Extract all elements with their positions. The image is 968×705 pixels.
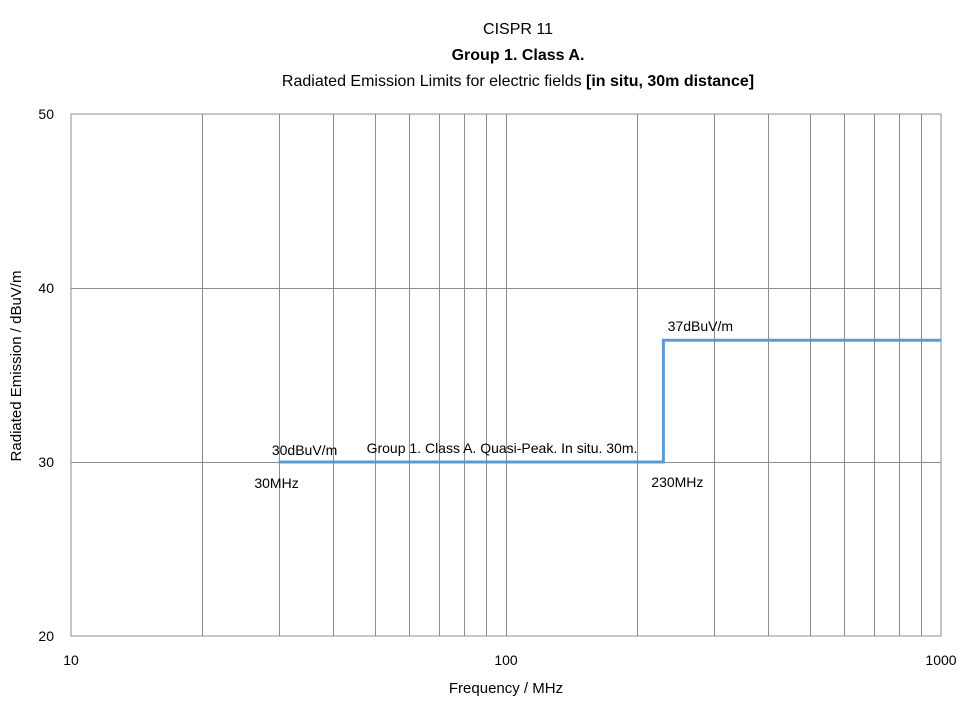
series-line bbox=[278, 338, 941, 464]
annotation-label: 230MHz bbox=[651, 474, 703, 490]
y-axis-title: Radiated Emission / dBuV/m bbox=[8, 271, 25, 462]
y-tick-label: 50 bbox=[38, 106, 54, 122]
y-tick-label: 20 bbox=[38, 628, 54, 644]
y-tick-label: 40 bbox=[38, 280, 54, 296]
chart-title-line-1: CISPR 11 bbox=[483, 21, 553, 38]
x-axis-title: Frequency / MHz bbox=[449, 680, 563, 697]
y-tick-label: 30 bbox=[38, 454, 54, 470]
chart-title-line-3: Radiated Emission Limits for electric fi… bbox=[282, 73, 754, 90]
x-tick-label: 100 bbox=[494, 652, 518, 668]
series-name-label: Group 1. Class A. Quasi-Peak. In situ. 3… bbox=[367, 440, 638, 456]
chart-title-line-3-bold: [in situ, 30m distance] bbox=[586, 73, 754, 90]
annotations: 30dBuV/m 30MHz 230MHz 37dBuV/m Group 1. Clas… bbox=[254, 318, 733, 491]
chart-title-line-2: Group 1. Class A. bbox=[452, 47, 585, 64]
chart-title-line-3-normal: Radiated Emission Limits for electric fi… bbox=[282, 73, 586, 90]
plot-area-border bbox=[70, 113, 942, 637]
annotation-label: 30MHz bbox=[254, 475, 298, 491]
tick-labels: 10 100 1000 20 30 40 50 bbox=[38, 106, 956, 668]
annotation-label: 30dBuV/m bbox=[272, 442, 337, 458]
x-tick-label: 10 bbox=[63, 652, 79, 668]
annotation-label: 37dBuV/m bbox=[668, 318, 733, 334]
grid-lines bbox=[71, 114, 941, 636]
x-tick-label: 1000 bbox=[925, 652, 956, 668]
series-layer bbox=[278, 338, 941, 464]
